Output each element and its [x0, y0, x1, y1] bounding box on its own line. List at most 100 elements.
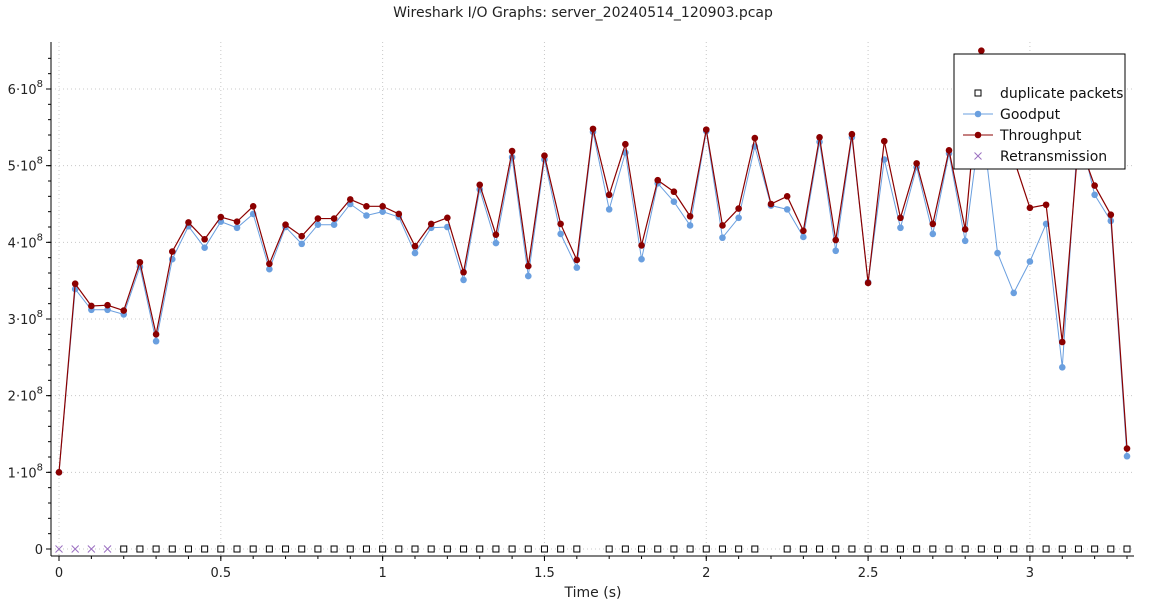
data-point — [443, 545, 451, 553]
data-point — [266, 260, 273, 268]
data-point — [314, 215, 322, 222]
data-point — [573, 264, 581, 271]
data-point — [896, 545, 904, 553]
y-tick-label: 0 — [35, 543, 43, 558]
data-point — [1058, 364, 1066, 371]
data-point — [557, 545, 565, 553]
legend: duplicate packets Goodput Throughput Retran… — [953, 53, 1126, 170]
data-point — [524, 272, 532, 280]
data-point — [977, 545, 985, 553]
series-layer — [55, 47, 1131, 553]
chart-title: Wireshark I/O Graphs: server_20240514_12… — [393, 5, 773, 21]
y-tick-exponent: 8 — [37, 462, 43, 473]
data-point — [605, 206, 613, 213]
data-point — [557, 220, 564, 228]
data-point — [751, 545, 759, 553]
data-point — [994, 249, 1001, 257]
data-point — [476, 545, 484, 553]
data-point — [152, 331, 160, 338]
data-point — [87, 545, 96, 553]
data-point — [282, 545, 290, 553]
data-point — [249, 203, 257, 210]
x-tick-label: 1 — [378, 566, 386, 581]
data-point — [1123, 545, 1131, 553]
data-point — [605, 545, 613, 553]
data-point — [395, 545, 403, 553]
data-point — [783, 545, 791, 553]
data-point — [379, 203, 386, 210]
data-point — [1074, 545, 1082, 553]
data-point — [492, 545, 500, 553]
data-point — [880, 545, 888, 553]
data-point — [1091, 182, 1098, 189]
data-point — [55, 469, 63, 476]
data-point — [974, 89, 982, 97]
data-point — [201, 244, 208, 251]
data-point — [298, 232, 306, 240]
data-point — [686, 222, 694, 229]
data-point — [735, 214, 742, 222]
legend-item: Throughput — [963, 128, 1082, 144]
data-point — [929, 230, 937, 238]
data-point — [1091, 545, 1099, 553]
series-retransmission — [55, 545, 112, 553]
data-point — [88, 302, 95, 310]
data-point — [961, 545, 969, 553]
data-point — [670, 198, 678, 205]
data-point — [71, 545, 80, 553]
data-point — [330, 221, 338, 228]
data-point — [55, 545, 63, 553]
data-point — [201, 235, 208, 243]
data-point — [832, 236, 840, 244]
data-point — [686, 212, 694, 220]
data-point — [702, 545, 710, 553]
legend-label: Goodput — [1000, 107, 1061, 123]
data-point — [120, 307, 128, 314]
data-point — [622, 140, 629, 148]
data-point — [638, 242, 645, 249]
data-point — [735, 545, 743, 553]
data-point — [1123, 452, 1131, 460]
data-point — [233, 545, 241, 553]
data-point — [71, 280, 79, 288]
data-point — [152, 337, 160, 345]
data-point — [460, 276, 467, 284]
data-point — [783, 193, 791, 200]
grid-lines — [51, 42, 1134, 556]
data-point — [638, 545, 646, 553]
data-point — [104, 301, 111, 309]
data-point — [411, 249, 419, 257]
data-point — [897, 214, 904, 222]
axes: 0 0.5 1 1.5 2 2.5 3 0 1·108 2·108 3·108 4·108 5·108 6… — [8, 42, 1134, 581]
data-point — [589, 125, 597, 133]
data-point — [864, 279, 872, 287]
data-point — [508, 147, 516, 155]
data-point — [1026, 204, 1034, 212]
y-tick-label: 4·108 — [8, 232, 43, 251]
series-throughput — [55, 47, 1131, 476]
data-point — [974, 110, 982, 118]
data-point — [638, 255, 645, 263]
data-point — [929, 545, 937, 553]
data-point — [362, 545, 370, 553]
data-point — [913, 545, 921, 553]
y-tick-exponent: 8 — [37, 386, 43, 397]
data-point — [152, 545, 160, 553]
data-point — [751, 134, 759, 142]
data-point — [298, 240, 306, 248]
data-point — [1107, 545, 1115, 553]
data-point — [848, 130, 856, 138]
data-point — [233, 218, 241, 225]
data-point — [573, 545, 581, 553]
data-point — [330, 215, 338, 222]
data-point — [1026, 545, 1034, 553]
data-point — [395, 210, 403, 218]
data-point — [314, 545, 322, 553]
data-point — [670, 188, 678, 196]
data-point — [346, 196, 354, 203]
y-tick-label: 5·108 — [8, 156, 43, 175]
legend-label: duplicate packets — [1000, 86, 1123, 102]
data-point — [848, 545, 856, 553]
data-point — [767, 200, 775, 208]
